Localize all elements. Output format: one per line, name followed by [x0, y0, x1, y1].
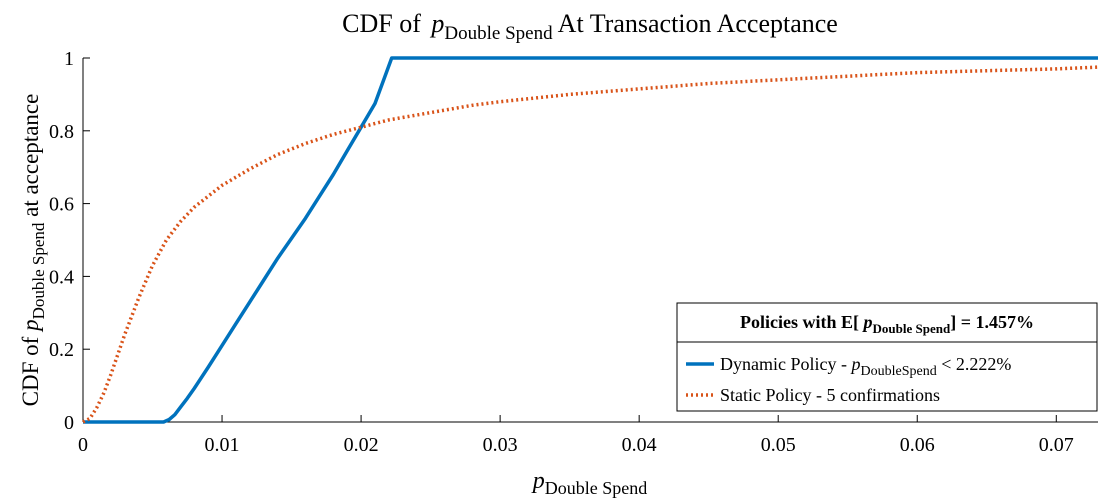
y-tick-label: 0.2: [49, 339, 74, 361]
y-tick-label: 1: [64, 48, 74, 70]
legend-box: [676, 302, 1098, 412]
y-axis-label: CDF of pDouble Spend at acceptance: [18, 94, 48, 407]
x-tick-label: 0.03: [483, 434, 518, 456]
x-tick-label: 0.01: [205, 434, 240, 456]
legend-entry-static: Static Policy - 5 confirmations: [720, 385, 940, 405]
legend-title: Policies with E[ pDouble Spend] = 1.457%: [740, 312, 1034, 336]
y-tick-label: 0.4: [49, 266, 74, 288]
legend: Policies with E[ pDouble Spend] = 1.457%…: [676, 302, 1098, 412]
y-tick-label: 0: [64, 412, 74, 434]
x-tick-label: 0.04: [622, 434, 657, 456]
plot-area: 0 0.01 0.02 0.03 0.04 0.05 0.06 0.07 0 0.2 0.4 0.6 0…: [49, 48, 1099, 456]
chart-title: CDF of pDouble Spend At Transaction Acce…: [342, 9, 838, 44]
x-tick-label: 0.06: [900, 434, 935, 456]
y-tick-label: 0.6: [49, 194, 74, 216]
x-axis-label: pDouble Spend: [531, 468, 648, 498]
x-tick-label: 0: [78, 434, 88, 456]
x-tick-label: 0.05: [761, 434, 796, 456]
series-line-dynamic-policy: [83, 56, 1098, 424]
x-tick-label: 0.07: [1039, 434, 1074, 456]
legend-entry-dynamic: Dynamic Policy - pDoubleSpend < 2.222%: [720, 354, 1011, 379]
x-tick-label: 0.02: [344, 434, 379, 456]
y-tick-label: 0.8: [49, 121, 74, 143]
